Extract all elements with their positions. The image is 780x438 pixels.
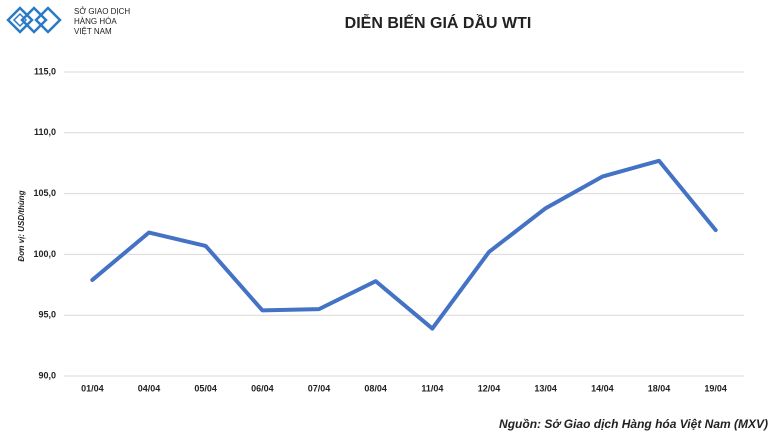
logo-text: SỞ GIAO DỊCH — [74, 7, 130, 16]
x-tick-label: 11/04 — [421, 383, 443, 393]
logo-text: VIỆT NAM — [74, 27, 112, 36]
source: Nguồn: Sở Giao dịch Hàng hóa Việt Nam (M… — [499, 417, 768, 431]
x-tick-label: 08/04 — [364, 383, 387, 393]
y-axis-label: Đơn vị: USD/thùng — [17, 190, 26, 261]
x-tick-label: 14/04 — [591, 383, 614, 393]
x-tick-label: 01/04 — [81, 383, 104, 393]
x-tick-label: 13/04 — [534, 383, 557, 393]
x-tick-label: 07/04 — [308, 383, 331, 393]
x-tick-label: 19/04 — [704, 383, 727, 393]
x-tick-label: 12/04 — [478, 383, 501, 393]
y-tick-label: 105,0 — [33, 188, 56, 198]
x-tick-label: 04/04 — [138, 383, 161, 393]
x-tick-label: 05/04 — [194, 383, 217, 393]
logo-text: HÀNG HÓA — [74, 17, 117, 26]
x-tick-label: 18/04 — [648, 383, 671, 393]
logo-mark — [6, 6, 62, 34]
y-tick-label: 110,0 — [34, 127, 56, 137]
y-tick-label: 95,0 — [38, 310, 56, 320]
y-tick-label: 90,0 — [38, 370, 56, 380]
y-tick-label: 115,0 — [34, 66, 56, 76]
chart-title: DIỄN BIẾN GIÁ DẦU WTI — [345, 13, 532, 32]
x-tick-label: 06/04 — [251, 383, 274, 393]
y-tick-label: 100,0 — [33, 249, 56, 259]
line-series — [90, 158, 718, 331]
